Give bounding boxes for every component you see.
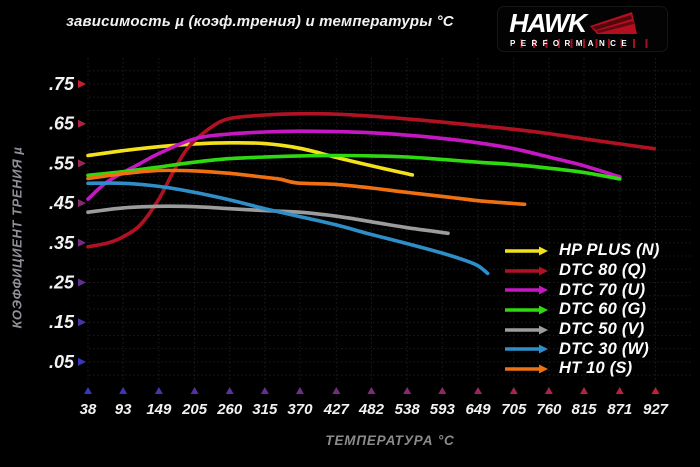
legend-label: DTC 60 (G) (559, 300, 647, 319)
x-tick-label: 482 (358, 401, 385, 418)
y-axis-title: КОЭФФИЦИЕНТ ТРЕНИЯ µ (9, 146, 25, 329)
series-curve-dtc-30-w (86, 181, 490, 276)
x-tick-label: 315 (252, 401, 278, 418)
y-tick-arrow-icon (78, 119, 86, 128)
legend-label: DTC 70 (U) (559, 280, 646, 299)
x-tick-arrow-icon (84, 387, 92, 394)
legend-label: HP PLUS (N) (559, 241, 660, 260)
y-tick-arrow-icon (78, 238, 86, 247)
x-tick-label: 38 (80, 401, 97, 418)
y-tick-label: .25 (49, 273, 75, 293)
chart-title: зависимость µ (коэф.трения) и температур… (66, 13, 454, 30)
x-tick-arrow-icon (225, 387, 234, 394)
y-tick-label: .05 (49, 352, 75, 372)
hawk-logo: HAWK PERFORMANCE (497, 6, 668, 52)
x-tick-arrow-icon (615, 387, 624, 394)
x-tick-label: 705 (501, 401, 527, 418)
y-tick-arrow-icon (78, 80, 86, 88)
x-tick-arrow-icon (367, 387, 376, 394)
legend-item-dtc-60-g: DTC 60 (G) (503, 300, 660, 320)
legend-swatch-arrow-icon (505, 344, 548, 354)
y-tick-label: .75 (49, 74, 75, 94)
x-tick-label: 427 (323, 401, 350, 418)
y-tick-label: .15 (49, 312, 75, 332)
x-tick-arrow-icon (332, 387, 341, 394)
logo-subtitle: PERFORMANCE (510, 39, 657, 48)
legend-swatch-arrow-icon (505, 246, 548, 256)
x-tick-label: 538 (395, 401, 421, 418)
x-axis-title: ТЕМПЕРАТУРА °C (325, 433, 455, 448)
y-tick-label: .45 (49, 193, 75, 213)
x-tick-label: 871 (607, 401, 632, 418)
legend-item-dtc-70-u: DTC 70 (U) (503, 280, 660, 300)
legend-item-dtc-80-q: DTC 80 (Q) (503, 261, 660, 281)
x-tick-label: 260 (216, 401, 243, 418)
legend-label: DTC 50 (V) (559, 320, 645, 339)
hawk-wing-icon (590, 12, 638, 34)
legend-label: DTC 30 (W) (559, 339, 649, 358)
y-tick-arrow-icon (78, 318, 86, 327)
x-tick-label: 93 (115, 401, 132, 418)
legend-swatch-arrow-icon (505, 325, 548, 335)
legend-item-ht-10-s: HT 10 (S) (503, 359, 660, 379)
y-tick-label: .35 (49, 233, 75, 253)
logo-brand-text: HAWK (509, 8, 587, 38)
legend-swatch-arrow-icon (505, 364, 548, 374)
x-tick-arrow-icon (260, 387, 269, 394)
series-curve-dtc-70-u (86, 129, 622, 201)
x-tick-label: 593 (430, 401, 456, 418)
x-tick-label: 649 (466, 401, 492, 418)
x-tick-arrow-icon (438, 387, 447, 394)
x-tick-arrow-icon (474, 387, 483, 394)
x-tick-label: 149 (146, 401, 172, 418)
y-tick-arrow-icon (78, 199, 86, 208)
x-tick-arrow-icon (154, 387, 163, 394)
x-tick-arrow-icon (190, 387, 199, 394)
x-tick-arrow-icon (544, 387, 553, 394)
series-curve-dtc-80-q (86, 111, 656, 249)
x-tick-label: 815 (571, 401, 597, 418)
y-tick-arrow-icon (78, 278, 86, 287)
y-tick-label: .65 (49, 114, 75, 134)
x-tick-arrow-icon (509, 387, 518, 394)
legend: HP PLUS (N) DTC 80 (Q) DTC 70 (U) DTC 60 (G… (503, 241, 660, 379)
series-curve-dtc-60-g (86, 153, 622, 181)
legend-label: DTC 80 (Q) (559, 261, 647, 280)
series-curve-ht-10-s (86, 168, 527, 207)
x-tick-label: 205 (181, 401, 208, 418)
x-tick-label: 927 (643, 401, 669, 418)
x-tick-label: 370 (287, 401, 313, 418)
gridlines (87, 58, 691, 383)
x-tick-arrow-icon (403, 387, 412, 394)
legend-label: HT 10 (S) (559, 359, 633, 378)
x-tick-label: 760 (536, 401, 562, 418)
legend-swatch-arrow-icon (505, 266, 548, 276)
legend-item-dtc-50-v: DTC 50 (V) (503, 320, 660, 340)
x-tick-arrow-icon (580, 387, 589, 394)
legend-item-hp-plus-n: HP PLUS (N) (503, 241, 660, 261)
legend-item-dtc-30-w: DTC 30 (W) (503, 339, 660, 359)
x-tick-arrow-icon (295, 387, 304, 394)
x-tick-arrow-icon (119, 387, 128, 394)
x-tick-arrow-icon (651, 387, 660, 394)
series-curve-hp-plus-n (86, 140, 415, 177)
y-tick-arrow-icon (78, 159, 86, 168)
legend-swatch-arrow-icon (505, 305, 548, 315)
y-tick-label: .55 (49, 153, 75, 173)
legend-swatch-arrow-icon (505, 285, 548, 295)
y-tick-arrow-icon (78, 357, 86, 366)
